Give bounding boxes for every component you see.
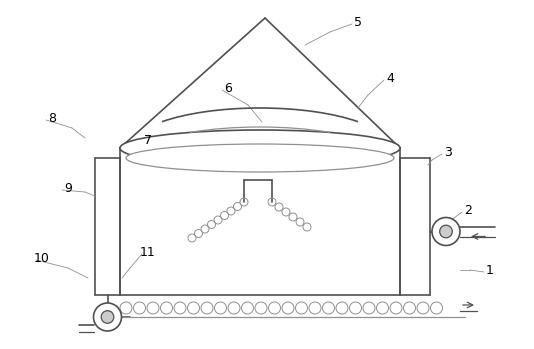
Text: 10: 10: [34, 252, 50, 265]
Text: 11: 11: [140, 245, 156, 259]
Text: 1: 1: [486, 263, 494, 276]
Circle shape: [101, 311, 114, 323]
Circle shape: [432, 217, 460, 245]
Text: 2: 2: [464, 203, 472, 216]
Text: 9: 9: [64, 181, 72, 194]
Text: 3: 3: [444, 146, 452, 158]
Bar: [120, 148, 400, 295]
Text: 8: 8: [48, 111, 56, 125]
Circle shape: [439, 225, 452, 238]
Circle shape: [93, 303, 122, 331]
Ellipse shape: [120, 130, 400, 166]
Text: 6: 6: [224, 82, 232, 95]
Text: 5: 5: [354, 15, 362, 29]
Text: 7: 7: [144, 134, 152, 147]
Ellipse shape: [126, 144, 394, 172]
Text: 4: 4: [386, 72, 394, 84]
